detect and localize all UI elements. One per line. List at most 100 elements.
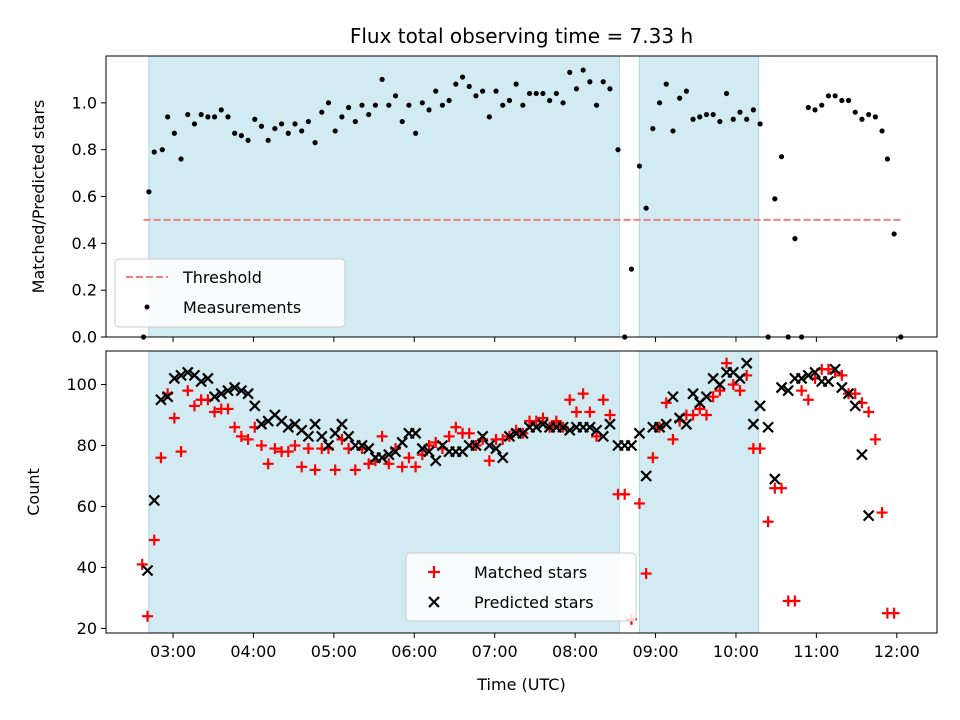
measurement-point <box>520 102 526 108</box>
predicted-point <box>356 439 368 452</box>
measurement-point <box>238 133 244 139</box>
matched-point <box>269 443 281 455</box>
predicted-point <box>496 451 509 464</box>
matched-point <box>776 482 788 494</box>
matched-point <box>734 385 746 397</box>
bottom-panel: 20 40 60 80 100 Count 03:00 04:00 05:00 06:00 07… <box>24 350 938 694</box>
matched-point <box>450 421 462 433</box>
matched-point <box>396 461 408 473</box>
measurement-point <box>600 79 606 85</box>
measurement-point <box>615 147 621 153</box>
predicted-point <box>383 448 395 461</box>
matched-point <box>888 607 900 619</box>
predicted-point <box>747 418 760 430</box>
predicted-point <box>342 430 355 443</box>
measurement-point <box>750 107 756 113</box>
predicted-point <box>530 421 543 433</box>
matched-point <box>640 568 652 580</box>
predicted-point <box>242 387 254 400</box>
matched-point <box>483 455 495 467</box>
matched-point <box>660 397 672 409</box>
measurement-point <box>439 102 446 108</box>
measurement-point <box>560 100 566 106</box>
measurement-point <box>884 156 891 162</box>
top-y-axis-label: Matched/Predicted stars <box>29 100 48 294</box>
matched-point <box>175 446 187 458</box>
bottom-legend-box <box>405 552 637 622</box>
predicted-point <box>680 418 693 430</box>
matched-point <box>376 430 388 442</box>
matched-point <box>647 452 659 464</box>
matched-point <box>694 403 706 415</box>
predicted-point <box>687 387 699 400</box>
matched-point <box>182 385 194 397</box>
predicted-point <box>161 390 174 403</box>
measurement-point <box>159 147 165 153</box>
measurement-point <box>656 100 663 106</box>
predicted-point <box>141 564 154 577</box>
measurement-point <box>372 102 379 108</box>
predicted-point <box>782 384 795 397</box>
predicted-point <box>769 473 781 485</box>
measurement-point <box>859 116 865 122</box>
measurement-point <box>211 114 218 120</box>
measurement-point <box>198 111 204 118</box>
matched-point <box>597 394 609 406</box>
matched-point <box>591 430 603 442</box>
predicted-point <box>537 418 549 430</box>
measurement-point <box>305 118 311 125</box>
measurement-point <box>587 79 593 85</box>
y-tick-label: 40 <box>77 558 97 577</box>
matched-point <box>235 430 247 442</box>
matched-point <box>289 440 301 452</box>
predicted-point <box>584 421 596 433</box>
y-tick-label: 0.6 <box>72 187 97 206</box>
measurement-point <box>845 97 852 104</box>
measurement-point <box>513 81 519 87</box>
measurement-point <box>319 109 325 115</box>
predicted-point <box>849 400 862 412</box>
measurement-point <box>473 93 479 99</box>
measurement-point <box>730 116 736 122</box>
measurement-point <box>252 116 258 122</box>
measurement-point <box>663 81 669 87</box>
measurement-point <box>757 121 763 127</box>
measurement-point <box>891 231 897 237</box>
predicted-point <box>557 421 569 433</box>
top-panel-frame <box>105 55 938 338</box>
predicted-point <box>322 439 335 452</box>
measurement-point <box>413 130 419 136</box>
measurement-point <box>205 114 211 120</box>
x-tick-label: 09:00 <box>632 642 678 661</box>
measurement-point <box>533 90 539 97</box>
predicted-point <box>483 439 496 452</box>
predicted-point <box>640 470 652 482</box>
measurement-point <box>717 118 723 125</box>
predicted-point <box>329 427 341 440</box>
measurement-point <box>345 104 352 111</box>
measurement-point <box>312 140 318 146</box>
predicted-point <box>754 400 766 412</box>
matched-point <box>727 379 739 391</box>
measurement-point <box>352 118 358 125</box>
y-tick-label: 0.4 <box>72 234 97 253</box>
predicted-point <box>168 372 181 385</box>
measurement-point <box>426 107 432 113</box>
measurement-point <box>825 93 832 99</box>
predicted-point <box>416 442 429 455</box>
predicted-point <box>181 366 194 379</box>
measurement-point <box>292 121 298 127</box>
matched-point <box>836 369 848 381</box>
matched-point <box>296 461 308 473</box>
predicted-point <box>563 424 576 437</box>
measurement-point <box>332 128 338 134</box>
measurement-point <box>480 88 486 94</box>
measurement-point <box>812 107 818 113</box>
matched-point <box>188 400 200 412</box>
measurement-point <box>299 128 305 134</box>
y-tick-label: 0.8 <box>72 140 97 159</box>
predicted-point <box>148 494 161 507</box>
x-tick-label: 05:00 <box>311 642 357 661</box>
measurement-point <box>553 90 559 97</box>
matched-point <box>403 452 415 464</box>
